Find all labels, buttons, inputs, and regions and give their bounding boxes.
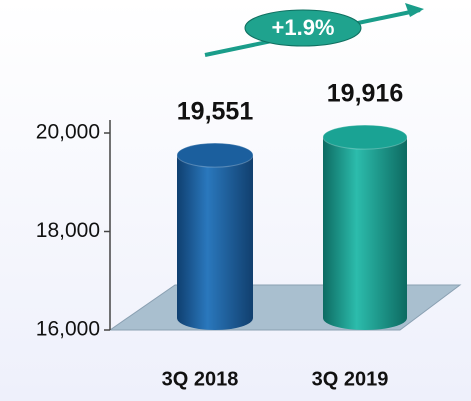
y-tick-label: 20,000	[36, 121, 100, 144]
y-tick-label: 18,000	[36, 219, 100, 242]
arrow-head	[405, 3, 424, 17]
bar-top	[176, 142, 254, 168]
x-tick-label: 3Q 2019	[312, 368, 389, 390]
bar	[323, 137, 407, 330]
value-label: 19,916	[327, 80, 403, 108]
bar	[177, 155, 253, 330]
bar-top	[322, 124, 408, 150]
x-tick-label: 3Q 2018	[162, 368, 239, 390]
annotation: +1.9%	[272, 15, 335, 40]
y-tick-label: 16,000	[36, 318, 100, 341]
annotation-badge	[244, 9, 362, 47]
value-label: 19,551	[177, 98, 254, 126]
